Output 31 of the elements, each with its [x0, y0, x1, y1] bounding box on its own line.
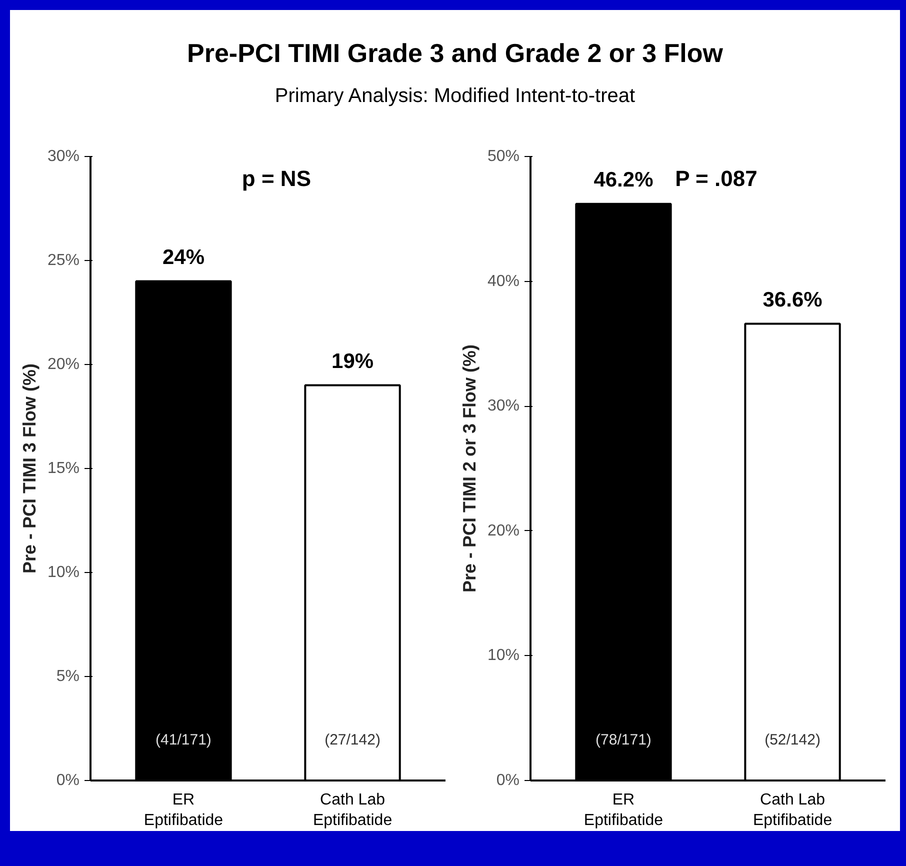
y-tick-label: 40%: [487, 272, 520, 290]
annotation: p = NS: [242, 166, 311, 191]
y-tick-label: 5%: [56, 668, 80, 685]
y-tick-label: 50%: [487, 148, 520, 165]
y-tick-label: 20%: [487, 522, 520, 540]
annotation: (78/171): [596, 731, 652, 748]
annotation: P = .087: [675, 166, 758, 191]
chart-subtitle: Primary Analysis: Modified Intent-to-treat: [274, 84, 636, 110]
y-tick-label: 25%: [47, 252, 80, 269]
x-tick-label: Cath Lab Eptifibatide: [312, 791, 392, 829]
x-tick-label: ER Eptifibatide: [144, 791, 224, 829]
y-tick-label: 0%: [496, 772, 520, 789]
y-tick-label: 15%: [47, 460, 80, 477]
data-label: 19%: [332, 350, 374, 373]
chart-title: Pre-PCI TIMI Grade 3 and Grade 2 or 3 Flow: [186, 37, 724, 70]
annotation: (52/142): [764, 731, 820, 748]
y-tick-label: 30%: [47, 148, 80, 165]
x-tick-label: ER Eptifibatide: [584, 791, 664, 829]
x-tick-label: Cath Lab Eptifibatide: [752, 791, 832, 829]
y-tick-label: 10%: [487, 646, 520, 664]
y-axis-title: Pre - PCI TIMI 3 Flow (%): [19, 363, 40, 574]
y-tick-label: 30%: [487, 397, 520, 414]
data-label: 24%: [162, 246, 205, 269]
annotation: (41/171): [156, 731, 212, 748]
data-label: 46.2%: [594, 168, 654, 192]
data-label: 36.6%: [762, 288, 823, 311]
y-tick-label: 0%: [56, 772, 80, 789]
y-tick-label: 20%: [47, 356, 80, 373]
y-tick-label: 10%: [47, 564, 80, 581]
annotation: (27/142): [324, 731, 380, 748]
y-axis-title: Pre - PCI TIMI 2 or 3 Flow (%): [459, 344, 480, 592]
